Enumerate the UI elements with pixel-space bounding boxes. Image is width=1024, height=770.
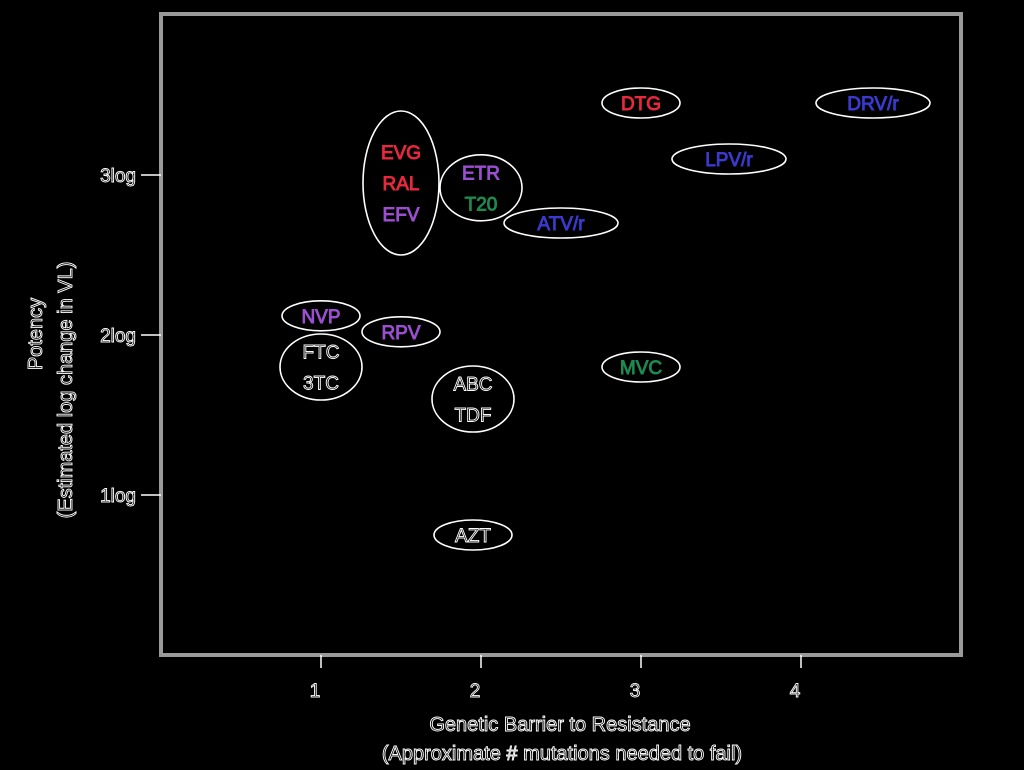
drug-label: DTG — [621, 94, 661, 115]
drug-group: AZT — [433, 519, 513, 551]
drug-label: ATV/r — [537, 214, 585, 235]
x-tick-label: 4 — [790, 681, 801, 702]
drug-group: LPV/r — [671, 143, 787, 175]
drug-group-ellipse — [431, 365, 515, 433]
drug-label: LPV/r — [705, 150, 753, 171]
drug-group-ellipse — [815, 87, 931, 119]
drug-group: ETR T20 — [439, 154, 523, 222]
drug-group: MVC — [601, 351, 681, 383]
drug-group-ellipse — [361, 315, 441, 348]
x-tick-label: 2 — [470, 681, 481, 702]
drug-label: RAL — [383, 174, 420, 195]
drug-label: FTC — [303, 343, 340, 364]
drug-label: EFV — [383, 205, 420, 226]
drug-label: NVP — [301, 307, 340, 328]
y-axis-subtitle: (Estimated log change in VL) — [55, 262, 77, 519]
x-axis-subtitle: (Approximate # mutations needed to fail) — [382, 743, 742, 765]
drug-group-ellipse — [433, 519, 513, 551]
drug-label: 3TC — [303, 374, 339, 395]
drug-group: DRV/r — [815, 87, 931, 119]
drug-group-ellipse — [671, 143, 787, 175]
drug-group: RPV — [361, 315, 441, 348]
drug-label: RPV — [381, 323, 420, 344]
drug-group: FTC 3TC — [279, 333, 363, 401]
drug-group: ATV/r — [503, 207, 619, 239]
drug-group-ellipse — [601, 351, 681, 383]
drug-label: TDF — [455, 406, 492, 427]
drug-label: EVG — [381, 143, 421, 164]
plot-frame — [159, 12, 963, 657]
y-tick-label: 2log — [100, 326, 136, 347]
drug-group-ellipse — [362, 110, 440, 256]
axes-layer: 1 2 3 4 1log 2log 3log — [100, 166, 802, 702]
drug-label: MVC — [620, 358, 662, 379]
marks-layer: EVG RAL EFV ETR T20 DTG DRV/r LPV/r ATV/r NVP RPV F… — [279, 87, 931, 551]
drug-label: T20 — [465, 194, 498, 215]
drug-label: ABC — [453, 375, 492, 396]
y-tick-label: 1log — [100, 486, 136, 507]
drug-group: ABC TDF — [431, 365, 515, 433]
x-tick-label: 1 — [310, 681, 321, 702]
x-axis-title: Genetic Barrier to Resistance — [429, 714, 690, 736]
drug-label: ETR — [462, 163, 500, 184]
drug-group: DTG — [601, 87, 681, 119]
drug-group-ellipse — [503, 207, 619, 239]
drug-group: EVG RAL EFV — [362, 110, 440, 256]
drug-label: DRV/r — [847, 94, 899, 115]
drug-group-ellipse — [601, 87, 681, 119]
y-tick-label: 3log — [100, 166, 136, 187]
x-tick-label: 3 — [630, 681, 641, 702]
drug-label: AZT — [455, 526, 491, 547]
drug-group-ellipse — [281, 299, 361, 332]
drug-group: NVP — [281, 299, 361, 332]
drug-group-ellipse — [439, 154, 523, 222]
drug-group-ellipse — [279, 333, 363, 401]
y-axis-title: Potency — [25, 298, 47, 370]
